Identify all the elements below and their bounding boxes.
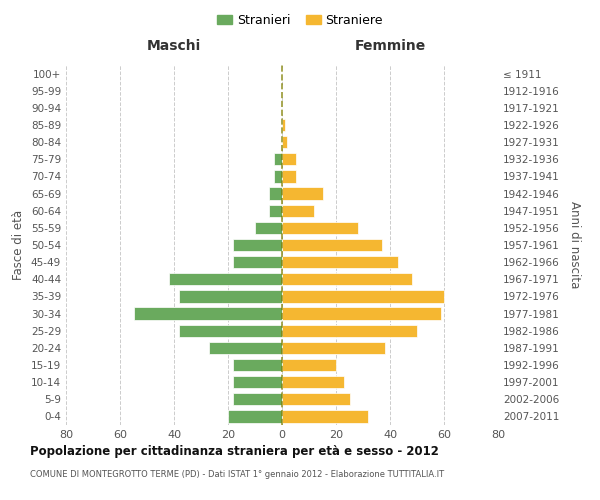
Bar — [282, 359, 336, 371]
Bar — [133, 308, 282, 320]
Bar — [274, 153, 282, 166]
Bar — [282, 342, 385, 354]
Text: Popolazione per cittadinanza straniera per età e sesso - 2012: Popolazione per cittadinanza straniera p… — [30, 445, 439, 458]
Bar — [274, 170, 282, 182]
Bar — [233, 239, 282, 251]
Bar — [282, 308, 442, 320]
Bar — [269, 204, 282, 217]
Bar — [282, 393, 349, 406]
Text: COMUNE DI MONTEGROTTO TERME (PD) - Dati ISTAT 1° gennaio 2012 - Elaborazione TUT: COMUNE DI MONTEGROTTO TERME (PD) - Dati … — [30, 470, 444, 479]
Bar — [282, 222, 358, 234]
Bar — [282, 410, 368, 422]
Bar — [282, 376, 344, 388]
Bar — [179, 324, 282, 337]
Bar — [282, 324, 417, 337]
Bar — [282, 204, 314, 217]
Bar — [233, 359, 282, 371]
Bar — [282, 239, 382, 251]
Bar — [179, 290, 282, 302]
Y-axis label: Anni di nascita: Anni di nascita — [568, 202, 581, 288]
Bar — [282, 188, 323, 200]
Bar — [282, 290, 444, 302]
Bar — [269, 188, 282, 200]
Text: Maschi: Maschi — [147, 39, 201, 53]
Bar — [282, 273, 412, 285]
Bar — [282, 170, 296, 182]
Bar — [282, 153, 296, 166]
Bar — [282, 256, 398, 268]
Legend: Stranieri, Straniere: Stranieri, Straniere — [212, 8, 388, 32]
Bar — [233, 376, 282, 388]
Bar — [169, 273, 282, 285]
Bar — [209, 342, 282, 354]
Bar — [282, 136, 287, 148]
Bar — [282, 119, 285, 131]
Bar — [255, 222, 282, 234]
Bar — [228, 410, 282, 422]
Bar — [233, 393, 282, 406]
Y-axis label: Fasce di età: Fasce di età — [13, 210, 25, 280]
Bar — [233, 256, 282, 268]
Text: Femmine: Femmine — [355, 39, 425, 53]
